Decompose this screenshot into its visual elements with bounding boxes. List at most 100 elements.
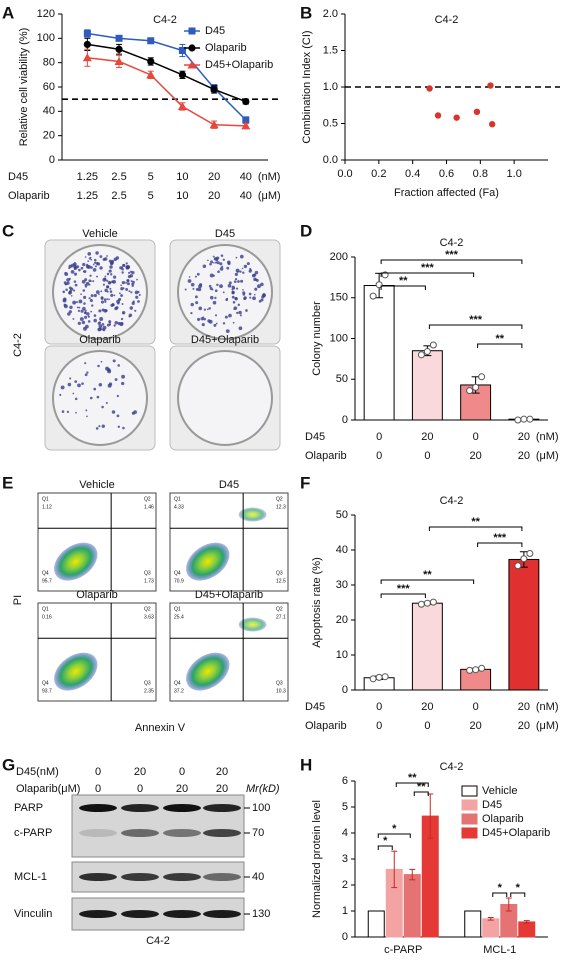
y-tick-label: 0 bbox=[342, 931, 348, 943]
replicate-dot bbox=[429, 341, 437, 349]
colony bbox=[63, 281, 67, 284]
row-value: 0 bbox=[95, 783, 101, 795]
row-value: 20 bbox=[216, 783, 228, 795]
bar bbox=[508, 558, 540, 691]
quadrant-value: 1.12 bbox=[42, 504, 52, 510]
colony bbox=[209, 262, 212, 266]
colony bbox=[195, 301, 199, 305]
flow-plot bbox=[37, 492, 157, 592]
colony bbox=[112, 275, 117, 279]
colony bbox=[69, 289, 72, 293]
colony bbox=[219, 262, 223, 266]
colony bbox=[107, 383, 112, 388]
replicate-dot bbox=[472, 666, 480, 674]
x-row-name: D45 bbox=[305, 431, 325, 443]
colony bbox=[132, 300, 135, 303]
row-value: 20 bbox=[176, 783, 188, 795]
x-row-name: Olaparib bbox=[305, 450, 347, 462]
colony bbox=[73, 289, 76, 292]
y-tick-label: 2.0 bbox=[323, 8, 338, 20]
x-row-value: 0 bbox=[473, 701, 479, 713]
x-row-value: 0 bbox=[473, 431, 479, 443]
marker bbox=[82, 53, 92, 62]
colony bbox=[84, 315, 88, 319]
colony bbox=[90, 266, 93, 269]
colony bbox=[232, 287, 236, 290]
colony bbox=[134, 290, 139, 295]
significance-label: ** bbox=[408, 772, 417, 784]
colony bbox=[253, 277, 257, 282]
cell-population bbox=[238, 617, 267, 632]
replicate-dot bbox=[381, 673, 389, 681]
colony bbox=[122, 263, 125, 267]
colony bbox=[125, 265, 130, 270]
row-value: 20 bbox=[134, 766, 146, 778]
colony bbox=[129, 306, 134, 310]
point bbox=[473, 108, 481, 116]
replicate-dot bbox=[520, 555, 528, 563]
colony bbox=[118, 292, 121, 295]
protein-band bbox=[79, 910, 117, 918]
x-row-value: 40 bbox=[240, 190, 252, 202]
x-row-value: 5 bbox=[148, 171, 154, 183]
replicate-dot bbox=[429, 598, 437, 606]
colony bbox=[242, 271, 245, 274]
significance-bracket bbox=[477, 343, 523, 348]
significance-label: *** bbox=[421, 262, 435, 274]
colony bbox=[129, 270, 133, 273]
y-tick-label: 150 bbox=[330, 292, 348, 304]
colony bbox=[84, 311, 87, 314]
colony bbox=[219, 267, 224, 271]
colony bbox=[89, 256, 92, 259]
quadrant-name: Q1 bbox=[174, 606, 181, 612]
panel-letter: D bbox=[300, 221, 312, 240]
significance-label: * bbox=[392, 823, 397, 835]
significance-label: ** bbox=[495, 333, 504, 345]
x-row-name: D45 bbox=[8, 171, 28, 183]
y-axis-label: Normalized protein level bbox=[311, 800, 323, 918]
colony bbox=[235, 256, 238, 259]
x-tick-label: 0.2 bbox=[371, 168, 386, 180]
colony bbox=[72, 392, 75, 395]
colony bbox=[84, 362, 87, 365]
axis-label: Annexin V bbox=[135, 722, 186, 734]
significance-bracket bbox=[477, 542, 523, 547]
colony bbox=[77, 383, 81, 388]
colony bbox=[83, 295, 87, 299]
legend-label: Olaparib bbox=[482, 813, 524, 825]
protein-band bbox=[163, 804, 201, 812]
bar bbox=[403, 874, 421, 938]
marker bbox=[177, 101, 187, 110]
colony bbox=[194, 275, 197, 278]
colony bbox=[101, 323, 105, 326]
colony bbox=[105, 285, 110, 289]
bar bbox=[363, 285, 395, 421]
x-axis-label: Fraction affected (Fa) bbox=[394, 187, 499, 199]
colony bbox=[108, 269, 112, 273]
panel-letter: E bbox=[2, 473, 13, 492]
colony bbox=[240, 279, 244, 283]
bar bbox=[367, 910, 385, 938]
colony bbox=[98, 309, 102, 313]
cell-line-label: C4-2 bbox=[12, 333, 24, 357]
condition-label: D45 bbox=[219, 479, 239, 491]
marker bbox=[146, 70, 156, 79]
quadrant-value: 1.46 bbox=[144, 504, 154, 510]
colony bbox=[77, 321, 81, 326]
point bbox=[488, 121, 496, 128]
quadrant-value: 10.3 bbox=[276, 689, 286, 695]
bar bbox=[411, 350, 443, 421]
colony bbox=[131, 411, 135, 415]
colony bbox=[130, 291, 133, 294]
protein-band bbox=[203, 910, 241, 918]
colony bbox=[86, 312, 90, 316]
colony bbox=[126, 279, 130, 283]
quadrant-value: 0.16 bbox=[42, 614, 52, 620]
colony bbox=[86, 415, 88, 418]
quadrant-name: Q3 bbox=[276, 681, 283, 687]
colony bbox=[82, 289, 86, 292]
colony bbox=[121, 266, 124, 269]
colony bbox=[108, 298, 110, 301]
colony bbox=[252, 296, 256, 301]
marker bbox=[242, 116, 250, 124]
